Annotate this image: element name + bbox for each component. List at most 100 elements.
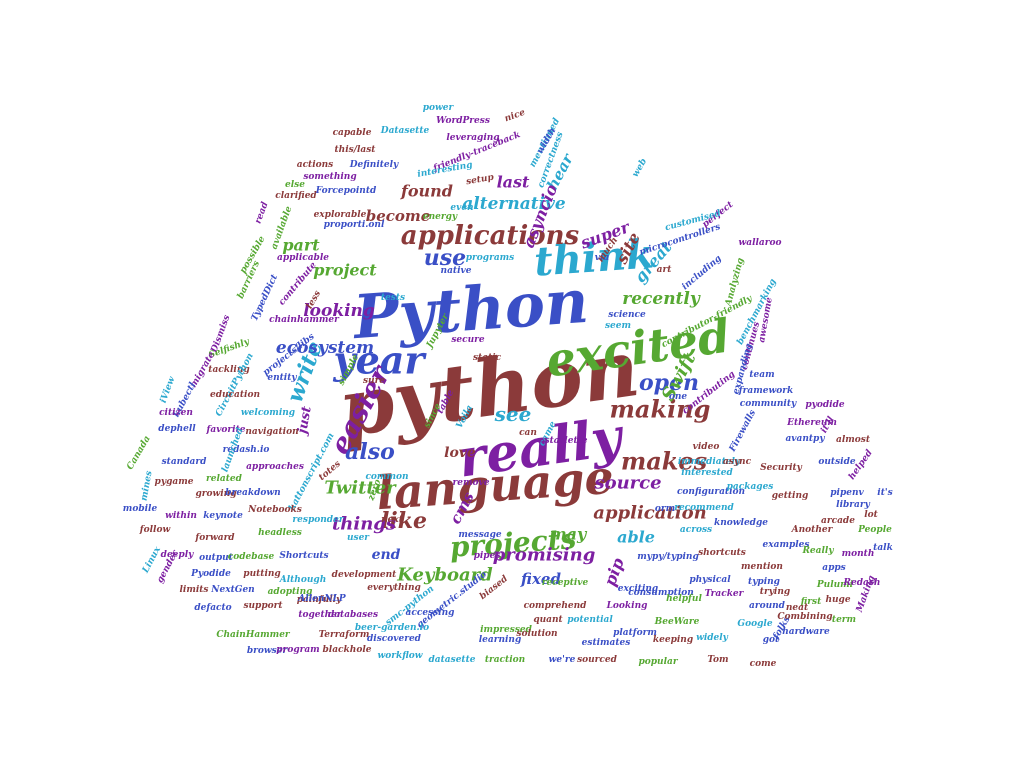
cloud-word: growing	[195, 489, 236, 499]
cloud-word: configuration	[677, 487, 745, 497]
cloud-word: explorable	[314, 210, 367, 220]
cloud-word: Combining	[777, 612, 832, 622]
cloud-word: making	[610, 395, 711, 424]
cloud-word: codebase	[228, 552, 275, 562]
cloud-word: see	[494, 402, 532, 426]
cloud-word: deeply	[161, 550, 194, 560]
cloud-word: NextGen	[210, 585, 254, 595]
cloud-word: pipes	[474, 551, 501, 561]
cloud-word: talk	[873, 543, 893, 553]
cloud-word: follow	[139, 525, 171, 535]
cloud-word: programs	[466, 253, 515, 263]
cloud-word: able	[617, 528, 655, 547]
cloud-word: recently	[622, 289, 701, 309]
cloud-word: Redash	[843, 578, 881, 588]
cloud-word: library	[836, 500, 870, 510]
cloud-word: forward	[194, 533, 235, 543]
cloud-word: async	[723, 457, 752, 467]
cloud-word: Really	[801, 546, 834, 556]
cloud-word: makes	[621, 447, 708, 476]
cloud-word: output	[199, 553, 234, 563]
cloud-word: Google	[737, 619, 772, 629]
cloud-word: physical	[689, 575, 731, 585]
cloud-word: ecosystem	[276, 338, 374, 358]
cloud-word: keynote	[203, 511, 243, 521]
cloud-word: education	[210, 390, 260, 400]
cloud-word: one	[669, 392, 688, 402]
cloud-word: navigation	[245, 427, 298, 437]
cloud-word: Shortcuts	[279, 551, 328, 561]
cloud-word: static	[473, 353, 502, 363]
cloud-word: citizen	[159, 408, 193, 418]
cloud-word: end	[372, 547, 401, 563]
cloud-word: platform	[613, 628, 657, 638]
cloud-word: solution	[516, 629, 557, 639]
cloud-word: avantpy	[785, 434, 825, 444]
cloud-word: everything	[367, 583, 421, 593]
cloud-word: tests	[381, 293, 405, 303]
cloud-word: including	[680, 254, 723, 292]
cloud-word: clarified	[275, 191, 317, 201]
cloud-word: related	[206, 474, 243, 484]
cloud-word: Twitter	[324, 478, 397, 499]
cloud-word: remove	[453, 478, 490, 488]
cloud-word: actions	[297, 160, 334, 170]
cloud-word: consumption	[628, 588, 694, 598]
cloud-word: adopting	[268, 587, 313, 597]
cloud-word: read	[253, 200, 270, 225]
cloud-word: orm	[655, 504, 675, 514]
cloud-word: Firewalls	[727, 408, 758, 454]
cloud-word: Tracker	[705, 589, 745, 599]
cloud-word: promising	[493, 545, 596, 566]
cloud-word: standard	[162, 457, 207, 467]
cloud-word: Notebooks	[247, 505, 302, 515]
cloud-word: receptive	[542, 578, 589, 588]
cloud-word: examples	[763, 540, 810, 550]
cloud-word: fixed	[520, 570, 561, 588]
cloud-word: energy	[423, 212, 458, 222]
cloud-word: looking	[303, 301, 375, 321]
cloud-word: power	[423, 103, 455, 113]
cloud-word: ChainHammer	[216, 630, 291, 640]
cloud-word: welcoming	[241, 408, 295, 418]
cloud-word: applications	[401, 221, 580, 251]
cloud-word: Security	[760, 463, 803, 473]
cloud-word: it's	[877, 488, 892, 498]
cloud-word: like	[381, 508, 427, 534]
cloud-word: can	[519, 428, 537, 438]
cloud-word: leveraging	[446, 133, 499, 143]
cloud-word: source	[593, 473, 661, 494]
cloud-word: shortcuts	[698, 548, 746, 558]
cloud-word: Another	[791, 525, 834, 535]
cloud-word: video	[693, 442, 720, 452]
cloud-word: browser	[247, 646, 289, 656]
cloud-word: art	[657, 265, 673, 275]
cloud-word: starlette	[545, 436, 588, 446]
cloud-word: pygame	[155, 477, 194, 487]
cloud-word: BeeWare	[654, 617, 700, 627]
cloud-word: alternative	[462, 194, 566, 214]
cloud-word: wallaroo	[739, 238, 782, 248]
cloud-word: databases	[328, 610, 378, 620]
cloud-word: iView	[159, 375, 178, 404]
cloud-word: mypy/typing	[637, 552, 699, 562]
cloud-word: application	[593, 503, 706, 524]
cloud-word: traction	[485, 655, 525, 665]
cloud-word: just	[295, 405, 315, 438]
cloud-word: love	[444, 445, 476, 461]
cloud-word: message	[458, 530, 502, 540]
cloud-word: lot	[864, 510, 878, 520]
cloud-word: via	[595, 253, 610, 263]
cloud-word: Terraform	[319, 630, 370, 640]
cloud-word: comprehend	[524, 601, 588, 611]
cloud-word: Pulumi	[816, 580, 854, 590]
cloud-word: favorite	[206, 425, 246, 435]
cloud-word: Python	[349, 267, 590, 353]
cloud-word: interested	[681, 468, 733, 478]
cloud-word: this/last	[335, 145, 377, 155]
cloud-word: mines	[139, 470, 154, 502]
cloud-word: helpful	[666, 594, 702, 604]
cloud-word: sourced	[577, 655, 618, 665]
cloud-word: support	[243, 601, 283, 611]
